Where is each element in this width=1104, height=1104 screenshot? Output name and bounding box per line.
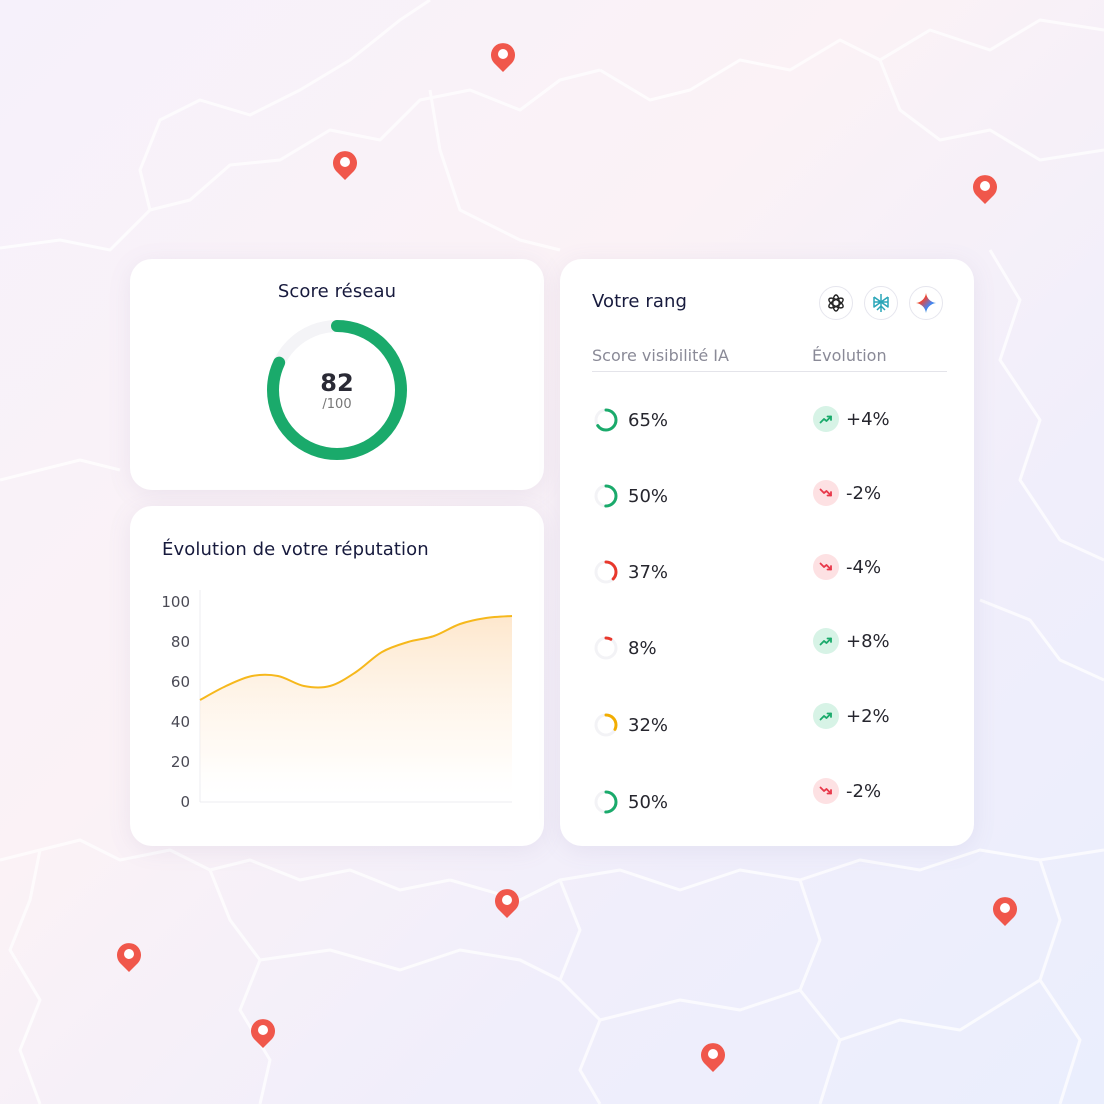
y-tick-label: 80 (171, 633, 190, 651)
score-donut-arc (267, 320, 407, 460)
evolution-value: +8% (846, 630, 890, 652)
perplexity-icon[interactable] (864, 286, 898, 320)
trend-up-icon (813, 703, 839, 729)
y-tick-label: 100 (161, 593, 190, 611)
table-divider (592, 371, 947, 372)
visibility-score-cell: 50% (592, 481, 668, 511)
map-pin-icon[interactable] (330, 147, 360, 181)
chart-area-fill (200, 616, 512, 802)
score-value: 82 (320, 369, 354, 397)
visibility-score-value: 65% (628, 409, 669, 431)
visibility-score-value: 37% (628, 561, 669, 583)
visibility-ring (594, 560, 618, 584)
trend-down-icon (813, 480, 839, 506)
rank-title: Votre rang (592, 291, 688, 312)
y-tick-label: 0 (180, 793, 190, 811)
network-score-title: Score réseau (277, 281, 397, 302)
map-pin-icon[interactable] (114, 939, 144, 973)
map-pin-icon[interactable] (492, 885, 522, 919)
evolution-value: -4% (846, 556, 882, 578)
trend-up-icon (813, 406, 839, 432)
evolution-cell: -2% (813, 776, 881, 806)
visibility-score-value: 50% (628, 485, 669, 507)
reputation-evolution-title: Évolution de votre réputation (162, 539, 429, 560)
trend-up-icon (813, 628, 839, 654)
evolution-cell: +8% (813, 626, 890, 656)
visibility-ring (594, 790, 618, 814)
evolution-value: +2% (846, 705, 890, 727)
y-tick-label: 60 (171, 673, 190, 691)
visibility-score-cell: 37% (592, 557, 668, 587)
map-pin-icon[interactable] (488, 39, 518, 73)
evolution-value: -2% (846, 482, 882, 504)
y-tick-label: 20 (171, 753, 190, 771)
reputation-area-chart: 100 80 60 40 20 0 (161, 590, 513, 811)
trend-down-icon (813, 778, 839, 804)
evolution-cell: -4% (813, 552, 881, 582)
network-score-card: Score réseau 82 /100 (130, 259, 544, 490)
visibility-ring (594, 408, 618, 432)
visibility-score-value: 50% (628, 791, 669, 813)
reputation-evolution-card: Évolution de votre réputation 100 80 60 40 2… (130, 506, 544, 846)
visibility-score-cell: 50% (592, 787, 668, 817)
chart-series-line (199, 615, 513, 701)
visibility-score-cell: 65% (592, 405, 668, 435)
visibility-ring (594, 484, 618, 508)
visibility-score-value: 8% (628, 637, 657, 659)
evolution-value: +4% (846, 408, 890, 430)
visibility-ring (594, 713, 618, 737)
visibility-score-cell: 32% (592, 710, 668, 740)
visibility-score-value: 32% (628, 714, 669, 736)
evolution-cell: -2% (813, 478, 881, 508)
score-donut (267, 320, 407, 460)
column-header-score: Score visibilité IA (592, 346, 729, 365)
map-pin-icon[interactable] (990, 893, 1020, 927)
map-pin-icon[interactable] (970, 171, 1000, 205)
evolution-value: -2% (846, 780, 882, 802)
column-header-evolution: Évolution (812, 346, 887, 365)
rank-card: Votre rang Score (560, 259, 974, 846)
evolution-cell: +4% (813, 404, 890, 434)
gemini-icon[interactable] (909, 286, 943, 320)
y-tick-label: 40 (171, 713, 190, 731)
map-pin-icon[interactable] (698, 1039, 728, 1073)
score-max: /100 (322, 397, 352, 412)
chatgpt-icon[interactable] (819, 286, 853, 320)
visibility-score-cell: 8% (592, 633, 657, 663)
map-pin-icon[interactable] (248, 1015, 278, 1049)
trend-down-icon (813, 554, 839, 580)
visibility-ring (594, 636, 618, 660)
evolution-cell: +2% (813, 701, 890, 731)
